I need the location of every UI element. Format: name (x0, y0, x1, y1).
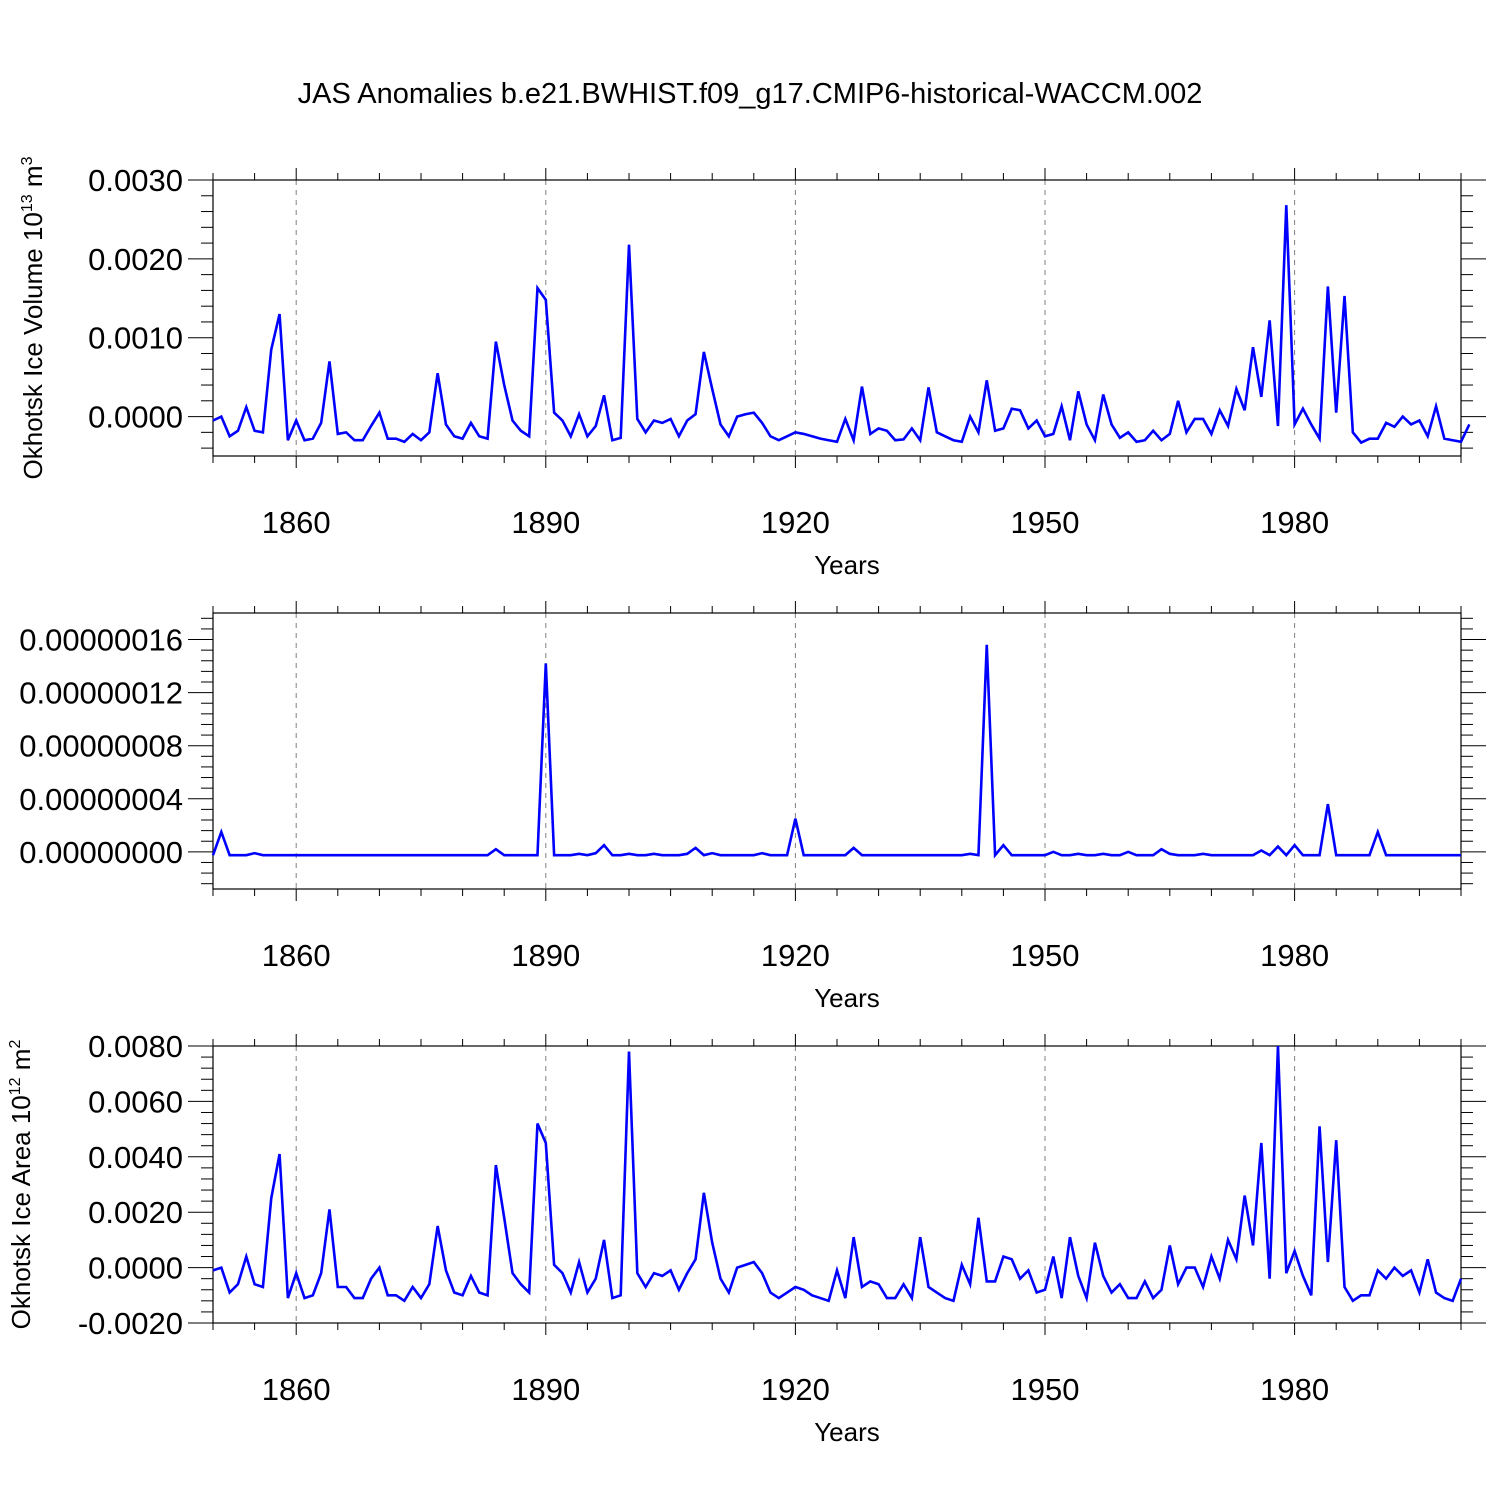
x-tick-label: 1920 (761, 505, 830, 540)
series-line (211, 644, 1461, 859)
x-tick-label: 1980 (1260, 1372, 1329, 1407)
y-tick-label: 0.0040 (88, 1140, 183, 1175)
x-tick-label: 1860 (262, 505, 331, 540)
figure-title: JAS Anomalies b.e21.BWHIST.f09_g17.CMIP6… (298, 78, 1203, 110)
y-tick-label: 0.00000016 (19, 623, 183, 658)
y-tick-label: 0.00000012 (19, 676, 183, 711)
series-line (212, 205, 1471, 446)
y-axis-label-text: Okhotsk Ice Volume 10 (18, 212, 48, 479)
y-tick-label: 0.00000004 (19, 782, 183, 817)
x-axis-label: Years (814, 983, 880, 1013)
y-tick-label: 0.0080 (88, 1029, 183, 1064)
plot-frame (212, 612, 1462, 890)
y-tick-label: 0.0030 (88, 163, 183, 198)
x-tick-label: 1980 (1260, 505, 1329, 540)
x-tick-label: 1950 (1011, 505, 1080, 540)
x-axis-label: Years (814, 1417, 880, 1447)
chart-panel-2: 1860 1890 1920 1950 1980 0.00000000 0.00000004… (19, 601, 1486, 1013)
series-line (212, 1045, 1463, 1304)
y-axis-label-text: m (18, 165, 48, 194)
y-axis-label: Okhotsk Ice Volume 1013 m3 (18, 156, 48, 479)
plot-frame (212, 179, 1462, 457)
y-axis-label-superscript: 12 (7, 1077, 24, 1095)
x-tick-label: 1920 (761, 1372, 830, 1407)
x-tick-label: 1860 (262, 938, 331, 973)
chart-panel-1: 1860 1890 1920 1950 1980 0.0000 0.0010 0.0020 0.… (18, 156, 1486, 580)
y-axis-label-text: Okhotsk Ice Area 10 (6, 1095, 36, 1329)
y-tick-label: -0.0020 (78, 1306, 183, 1341)
y-axis-label-text: m (6, 1049, 36, 1078)
y-tick-label: 0.0020 (88, 1195, 183, 1230)
y-tick-label: 0.00000000 (19, 835, 183, 870)
y-tick-label: 0.0000 (88, 400, 183, 435)
chart-panel-3: 1860 1890 1920 1950 1980 -0.0020 0.0000 0.0020 0… (6, 1029, 1486, 1447)
x-tick-label: 1890 (511, 505, 580, 540)
x-tick-label: 1920 (761, 938, 830, 973)
x-tick-label: 1860 (262, 1372, 331, 1407)
y-axis-label-superscript: 13 (19, 194, 36, 212)
x-axis-label: Years (814, 550, 880, 580)
x-tick-label: 1950 (1011, 1372, 1080, 1407)
y-tick-label: 0.0000 (88, 1251, 183, 1286)
y-axis-label-superscript: 3 (19, 156, 36, 165)
y-tick-label: 0.00000008 (19, 729, 183, 764)
y-tick-label: 0.0010 (88, 321, 183, 356)
x-tick-label: 1890 (511, 938, 580, 973)
y-axis-label-superscript: 2 (7, 1040, 24, 1049)
x-tick-label: 1980 (1260, 938, 1329, 973)
x-tick-label: 1950 (1011, 938, 1080, 973)
y-axis-label: Okhotsk Ice Area 1012 m2 (6, 1040, 36, 1330)
y-tick-label: 0.0060 (88, 1084, 183, 1119)
y-tick-label: 0.0020 (88, 242, 183, 277)
x-tick-label: 1890 (511, 1372, 580, 1407)
